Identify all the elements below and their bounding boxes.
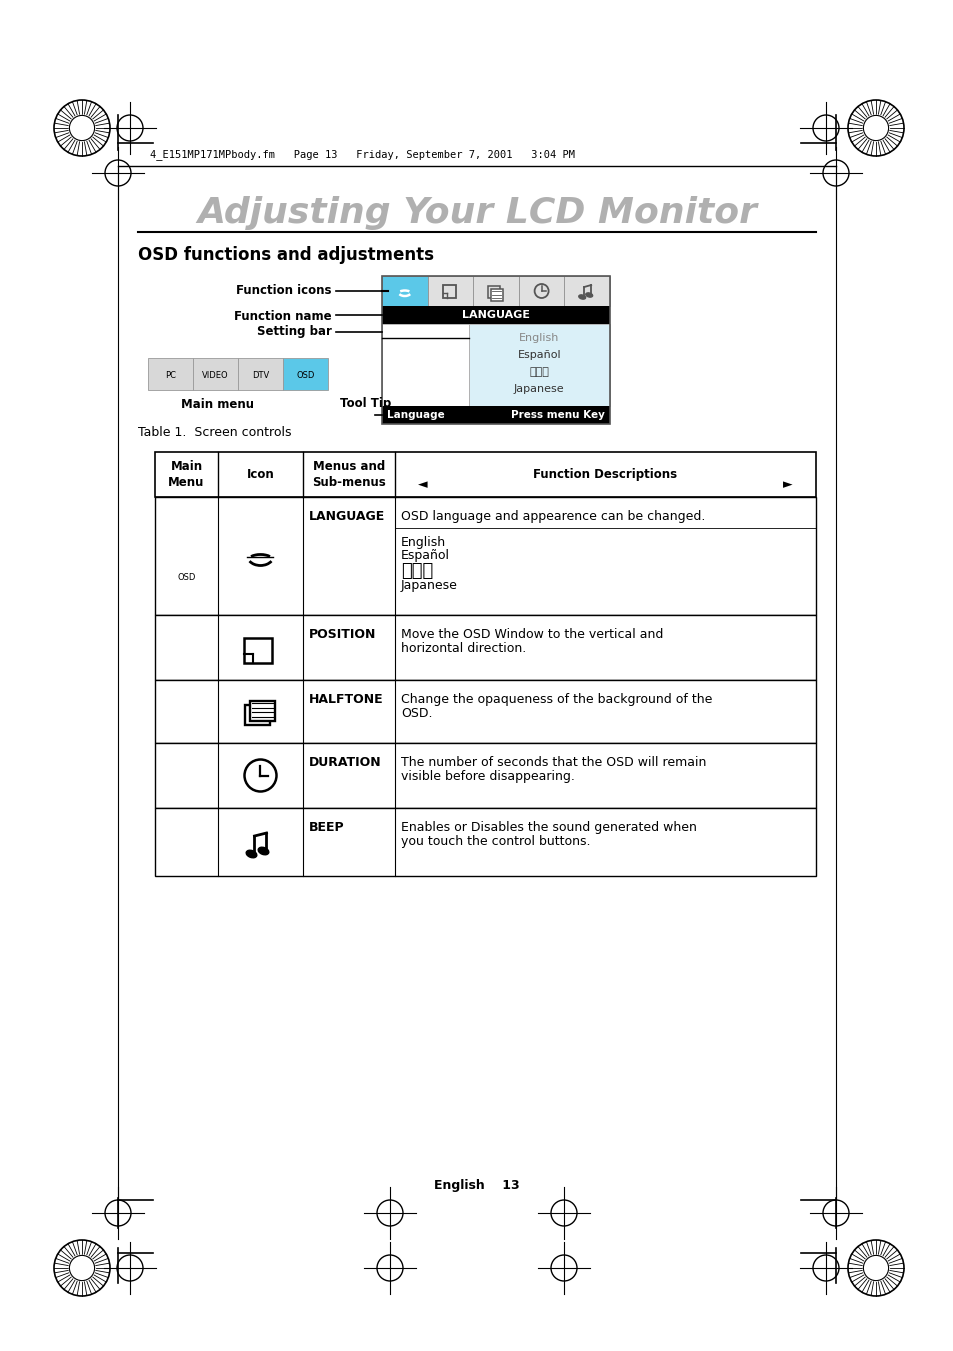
Circle shape <box>70 115 94 141</box>
Bar <box>154 497 815 615</box>
Text: Setting bar: Setting bar <box>257 326 332 339</box>
Bar <box>154 680 815 743</box>
Ellipse shape <box>585 293 592 297</box>
Bar <box>488 286 499 299</box>
Bar <box>251 701 275 720</box>
Text: Function name: Function name <box>234 311 332 323</box>
Text: VIDEO: VIDEO <box>202 372 229 380</box>
Bar <box>245 704 271 724</box>
Text: DURATION: DURATION <box>309 757 381 769</box>
Bar <box>473 276 518 305</box>
Ellipse shape <box>258 847 269 855</box>
Text: Function icons: Function icons <box>236 285 332 297</box>
Bar <box>168 543 205 569</box>
Bar <box>193 358 237 390</box>
Text: OSD functions and adjustments: OSD functions and adjustments <box>138 246 434 263</box>
Text: OSD: OSD <box>177 573 195 581</box>
Text: 한국어: 한국어 <box>400 562 433 580</box>
Text: Adjusting Your LCD Monitor: Adjusting Your LCD Monitor <box>196 196 757 230</box>
Bar <box>283 358 328 390</box>
Text: Table 1.  Screen controls: Table 1. Screen controls <box>138 426 292 439</box>
Text: ►: ► <box>782 478 792 490</box>
Bar <box>564 276 609 305</box>
Text: 한국어: 한국어 <box>529 367 549 377</box>
Text: OSD.: OSD. <box>400 707 432 720</box>
Text: LANGUAGE: LANGUAGE <box>461 309 530 320</box>
Bar <box>381 276 427 305</box>
Text: ◄: ◄ <box>417 478 427 490</box>
Bar <box>491 289 502 301</box>
Bar <box>427 276 473 305</box>
Text: Japanese: Japanese <box>514 384 564 394</box>
Bar <box>381 305 609 324</box>
Text: Move the OSD Window to the vertical and: Move the OSD Window to the vertical and <box>400 628 662 640</box>
Text: Function Descriptions: Function Descriptions <box>533 467 677 481</box>
Text: PC: PC <box>165 372 175 380</box>
Text: horizontal direction.: horizontal direction. <box>400 642 526 655</box>
Bar <box>468 324 609 407</box>
Text: you touch the control buttons.: you touch the control buttons. <box>400 835 590 848</box>
Bar <box>381 407 609 424</box>
Text: BEEP: BEEP <box>309 821 344 834</box>
Text: Press menu Key: Press menu Key <box>511 409 604 420</box>
Bar <box>381 324 468 407</box>
Circle shape <box>862 115 887 141</box>
Circle shape <box>862 1255 887 1281</box>
Bar <box>154 615 815 680</box>
Text: Language: Language <box>387 409 444 420</box>
Circle shape <box>70 1255 94 1281</box>
Text: Japanese: Japanese <box>400 580 457 592</box>
Text: Español: Español <box>400 549 450 562</box>
Bar <box>518 276 564 305</box>
Text: Tool Tip: Tool Tip <box>339 397 391 411</box>
Text: HALFTONE: HALFTONE <box>309 693 383 707</box>
Bar <box>154 453 815 497</box>
Text: The number of seconds that the OSD will remain: The number of seconds that the OSD will … <box>400 757 705 769</box>
Bar <box>443 285 456 299</box>
Text: English    13: English 13 <box>434 1178 519 1192</box>
Ellipse shape <box>246 850 256 858</box>
Bar <box>244 638 273 662</box>
Ellipse shape <box>578 295 585 299</box>
Text: 4_E151MP171MPbody.fm   Page 13   Friday, September 7, 2001   3:04 PM: 4_E151MP171MPbody.fm Page 13 Friday, Sep… <box>150 150 575 161</box>
Text: English: English <box>518 332 558 343</box>
Bar <box>237 358 283 390</box>
Text: visible before disappearing.: visible before disappearing. <box>400 770 575 784</box>
Text: Icon: Icon <box>247 467 274 481</box>
Text: Menus and
Sub-menus: Menus and Sub-menus <box>312 461 385 489</box>
Text: Main menu: Main menu <box>181 397 254 411</box>
Text: Enables or Disables the sound generated when: Enables or Disables the sound generated … <box>400 821 696 834</box>
Text: DTV: DTV <box>252 372 269 380</box>
Text: English: English <box>400 536 446 549</box>
Text: OSD: OSD <box>296 372 314 380</box>
Text: Español: Español <box>517 350 560 359</box>
Text: Change the opaqueness of the background of the: Change the opaqueness of the background … <box>400 693 712 707</box>
Bar <box>148 358 193 390</box>
Bar <box>381 276 609 424</box>
Bar <box>154 743 815 808</box>
Text: POSITION: POSITION <box>309 628 376 640</box>
Text: LANGUAGE: LANGUAGE <box>309 509 385 523</box>
Bar <box>154 808 815 875</box>
Text: Main
Menu: Main Menu <box>168 461 205 489</box>
Text: OSD language and appearence can be changed.: OSD language and appearence can be chang… <box>400 509 704 523</box>
